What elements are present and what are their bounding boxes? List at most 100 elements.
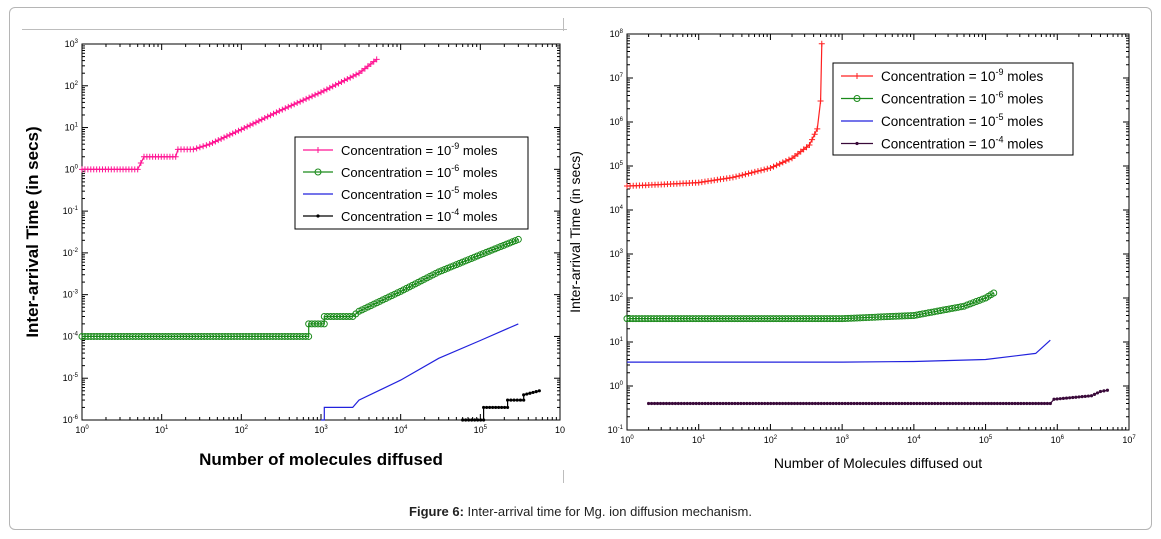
chart-2-series-4-marker [930,401,934,406]
chart-2-series-4-marker [700,401,704,406]
chart-2-series-4-marker [769,401,773,406]
chart-2-series-4-marker [679,401,683,406]
chart-2-series-2-marker [975,296,983,304]
chart-1-legend-entry: Concentration = 10-9 moles [341,141,498,158]
chart-2-series-4-marker [664,401,669,406]
chart-2-legend-entry: Concentration = 10-4 moles [881,135,1043,152]
chart-2-series-4-marker [748,401,752,406]
chart-1-series-1-marker [306,94,313,101]
chart-2-series-4-marker [992,401,997,406]
chart-2-series-4-marker [792,401,797,406]
chart-2-series-4-marker [900,401,904,406]
chart-2-series-4-marker [1025,401,1029,406]
chart-1-series-4-marker [509,398,513,402]
divider-tick-top [563,18,564,31]
chart-2-y-tick-label: 106 [610,117,624,127]
chart-2-series-1-marker [761,166,768,173]
chart-1-series-2-marker [320,320,328,328]
chart-1-legend-marker [315,147,321,153]
chart-2-series-2-marker [978,295,986,303]
chart-2-series-4-marker [736,401,740,406]
chart-2-series-4-marker [739,401,743,406]
chart-2-series-4-marker [1016,401,1020,406]
chart-2-series-4-marker [933,401,937,406]
chart-1-series-4-marker [497,405,501,410]
chart-1-series-1-marker [215,137,222,144]
chart-2-series-1 [624,40,825,190]
chart-2-series-4-marker [685,401,689,406]
chart-1-series-1-marker [203,142,210,149]
chart-1-x-tick-label: 101 [155,425,169,435]
chart-2-series-1-marker [742,171,749,178]
chart-2-series-4-marker [1022,401,1026,406]
chart-2-series-4-marker [1019,401,1023,406]
chart-1-series-4-marker [522,393,526,397]
chart-1-series-4-marker [467,418,471,422]
chart-2-series-4-marker [1036,401,1041,406]
chart-1-series-4-marker [500,405,504,410]
chart-2-series-4-marker [966,401,970,406]
chart-1-legend: Concentration = 10-9 moles Concentration … [294,136,529,230]
chart-1-legend-entry: Concentration = 10-4 moles [341,207,498,224]
chart-2-series-4-marker [670,401,675,406]
chart-2-series-4-marker [939,401,943,406]
chart-2-series-4-marker [879,401,883,406]
chart-2-series-4-marker [703,401,707,406]
chart-2-series-4-marker [846,401,850,406]
chart-2-legend: Concentration = 10-9 moles Concentration … [832,62,1074,156]
chart-2-series-4-marker [688,401,692,406]
chart-2-series-1-marker [817,98,824,105]
chart-1-series-1-marker [350,73,357,80]
chart-1-series-4-marker [482,405,486,410]
chart-1-series-4 [461,389,541,422]
chart-1-x-tick-label: 103 [314,425,328,435]
chart-2-series-4-marker [977,401,982,406]
chart-2-x-tick-label: 105 [979,435,993,445]
chart-2-series-4-marker [733,401,737,406]
chart-2-series-4-marker [1102,389,1106,393]
chart-2-series-2-marker [966,300,974,308]
chart-1-series-1-marker [288,102,295,109]
chart-1-series-1-marker [335,80,342,87]
chart-2-series-4-marker [831,401,835,406]
chart-2-series-4-marker [936,401,940,406]
chart-2-legend-entry: Concentration = 10-5 moles [881,112,1043,129]
chart-2-series-4-marker [1013,401,1017,406]
chart-1-series-1-marker [255,117,262,124]
chart-2-series-4-marker [864,401,868,406]
chart-2-series-4-marker [986,401,991,406]
chart-2-series-4-marker [924,401,928,406]
chart-2-x-tick-label: 103 [835,435,849,445]
chart-1-series-1-marker [326,84,333,91]
chart-1-series-1-marker [196,144,203,151]
chart-2-series-4-marker [972,401,976,406]
chart-2-x-tick-label: 100 [620,435,634,445]
chart-1-series-1-marker [341,77,348,84]
chart-1-series-1-marker [323,86,330,93]
chart-2-series-1-marker [770,163,777,170]
chart-1-y-tick-label: 103 [65,39,79,49]
chart-1-series-4-marker [522,398,526,402]
chart-1-series-1-marker [291,101,298,108]
chart-2-legend-marker [854,73,860,79]
chart-1-series-4-marker [528,391,532,395]
chart-2-series-4-marker [1031,401,1035,406]
chart-2-series-1-line [626,43,823,187]
chart-1-series-1-marker [297,98,304,105]
chart-2-series-4-marker [760,401,764,406]
chart-1-y-tick-label: 101 [65,123,79,133]
chart-2-series-4-marker [891,401,895,406]
chart-2-x-tick-label: 107 [1122,435,1136,445]
chart-2-series-4-marker [1058,397,1062,401]
chart-2-series-1-marker [736,172,743,179]
chart-2-series-4-marker [694,401,698,406]
chart-1-series-1-marker [267,112,274,119]
chart-2-series-1-marker [767,165,774,172]
chart-1-series-1-marker [244,123,251,130]
chart-2-series-2 [623,289,998,323]
chart-2-series-1-marker [739,172,746,179]
chart-2-series-4-marker [730,401,734,406]
chart-2-series-4-marker [843,401,847,406]
chart-1-series-1-marker [218,135,225,142]
chart-2-series-1-marker [758,167,765,174]
